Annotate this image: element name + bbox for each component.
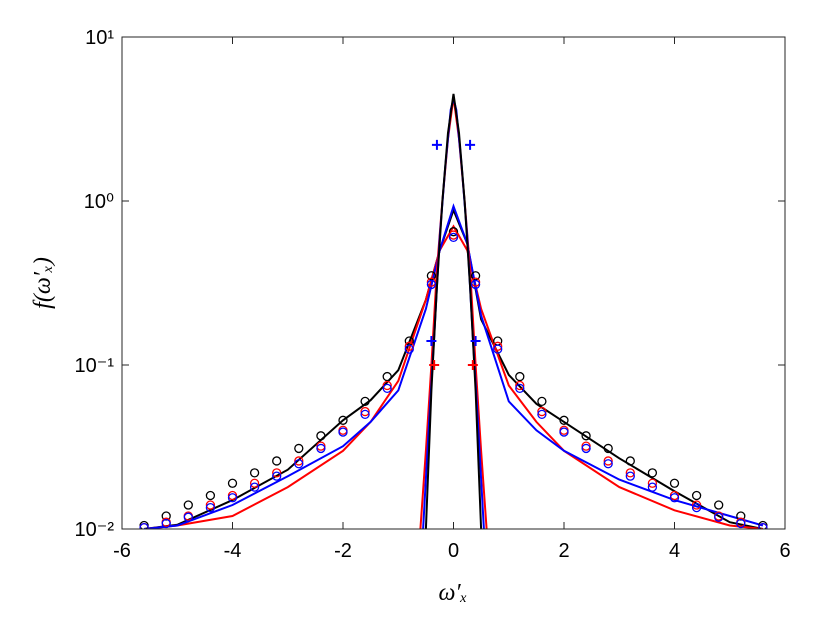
data-point — [515, 371, 525, 382]
data-point — [429, 360, 440, 370]
y-tick-label: 10⁻¹ — [75, 355, 115, 377]
data-point — [205, 490, 216, 501]
data-point — [294, 459, 304, 469]
data-point — [227, 493, 238, 503]
data-point — [426, 336, 437, 347]
data-point — [691, 490, 702, 501]
x-tick-label: 0 — [448, 540, 459, 562]
data-point — [294, 456, 304, 466]
data-point — [249, 468, 260, 478]
x-tick-label: 4 — [669, 540, 680, 562]
data-point — [448, 232, 459, 243]
data-point — [360, 396, 370, 407]
data-point — [537, 409, 547, 420]
data-point — [559, 427, 569, 437]
data-point — [382, 371, 392, 382]
data-point — [316, 443, 326, 454]
x-tick-label: -2 — [334, 540, 352, 562]
x-tick-label: 2 — [558, 540, 569, 562]
data-point — [360, 409, 370, 420]
data-point — [625, 456, 635, 466]
data-point — [272, 468, 282, 478]
data-point — [714, 500, 724, 510]
series-line — [143, 224, 764, 529]
data-point — [493, 341, 503, 351]
data-point — [714, 512, 724, 522]
y-axis-label: f(ω′ₓ) — [30, 257, 56, 309]
data-point — [603, 456, 613, 466]
y-tick-label: 10¹ — [85, 27, 114, 49]
data-point — [448, 227, 459, 237]
data-point — [227, 478, 238, 488]
data-point — [404, 344, 414, 354]
data-point — [691, 502, 702, 513]
data-point — [426, 279, 437, 290]
x-tick-label: 6 — [779, 540, 790, 562]
data-point — [515, 383, 525, 394]
marks-layer — [139, 93, 768, 529]
data-point — [581, 431, 591, 441]
data-point — [470, 279, 481, 290]
data-point — [161, 518, 171, 529]
data-point — [537, 406, 547, 417]
plot-area — [122, 37, 785, 529]
data-point — [249, 478, 260, 488]
data-point — [647, 482, 658, 492]
data-point — [537, 396, 547, 407]
data-point — [205, 502, 216, 513]
data-point — [758, 522, 768, 529]
series-line — [143, 207, 764, 529]
data-point — [470, 336, 481, 347]
y-tick-label: 10⁻² — [75, 519, 115, 541]
data-point — [581, 443, 591, 454]
data-point — [360, 406, 370, 417]
data-point — [183, 512, 193, 522]
data-point — [272, 471, 282, 481]
data-point — [382, 383, 392, 394]
data-point — [647, 478, 658, 488]
series-line — [143, 203, 764, 529]
data-point — [603, 443, 613, 454]
data-point — [625, 468, 635, 478]
data-point — [338, 427, 348, 437]
data-point — [669, 493, 680, 503]
x-tick-label: -4 — [224, 540, 242, 562]
data-point — [272, 456, 282, 466]
data-point — [294, 443, 304, 454]
data-point — [647, 468, 658, 478]
data-point — [338, 415, 348, 425]
data-point — [691, 500, 702, 510]
data-point — [249, 482, 260, 492]
data-point — [205, 500, 216, 510]
data-point — [404, 341, 414, 351]
data-point — [183, 500, 193, 510]
data-point — [669, 478, 680, 488]
y-tick-label: 10⁰ — [84, 191, 114, 213]
data-point — [316, 431, 326, 441]
data-point — [559, 415, 569, 425]
x-tick-label: -6 — [113, 540, 131, 562]
data-point — [382, 380, 392, 391]
data-point — [625, 471, 635, 481]
data-point — [493, 344, 503, 354]
x-axis-label: ω′ₓ — [438, 580, 467, 606]
data-point — [139, 522, 149, 529]
data-point — [736, 518, 746, 529]
data-point — [465, 139, 476, 150]
data-point — [467, 360, 478, 370]
data-point — [431, 139, 442, 150]
series-line — [424, 93, 483, 529]
data-point — [603, 459, 613, 469]
data-point — [515, 380, 525, 391]
